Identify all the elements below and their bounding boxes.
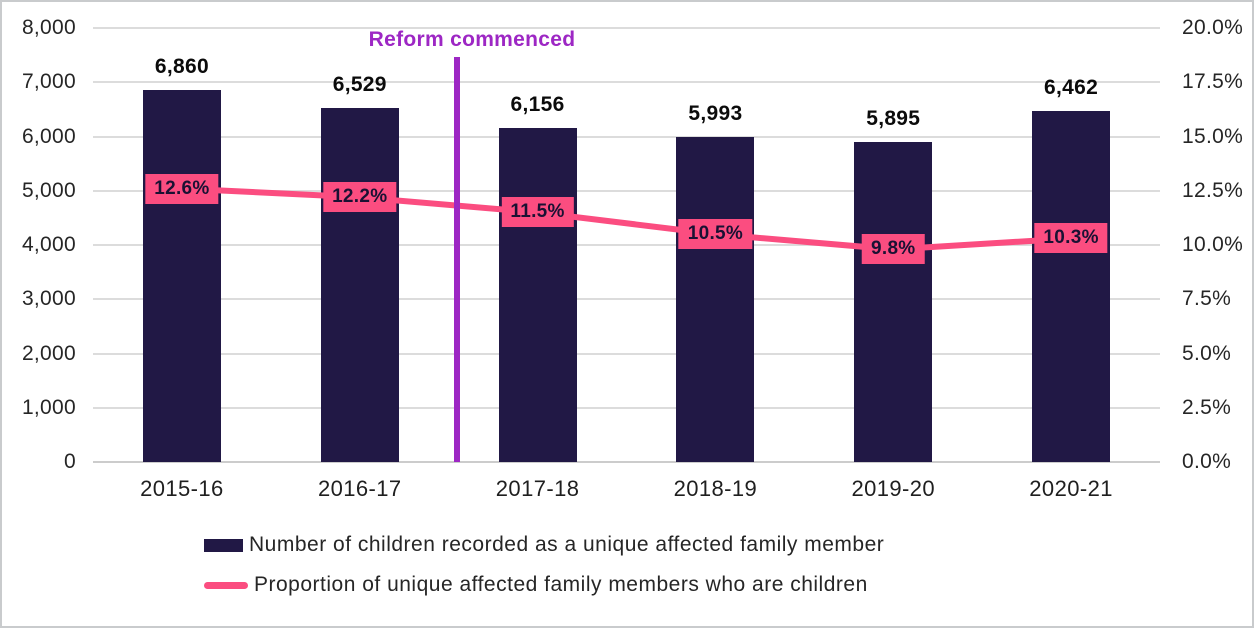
x-axis-label: 2017-18: [495, 476, 580, 501]
left-axis-tick-label: 8,000: [21, 16, 76, 39]
gridline: [93, 406, 1160, 409]
right-axis-tick-label: 12.5%: [1182, 178, 1244, 202]
gridline: [93, 298, 1160, 301]
x-axis-label: 2019-20: [851, 476, 936, 501]
right-axis-tick-label: 15.0%: [1182, 124, 1244, 148]
line-point-label: 12.2%: [323, 182, 397, 213]
legend-item-line: Proportion of unique affected family mem…: [204, 573, 884, 597]
bar: [676, 136, 755, 462]
line-point-label: 9.8%: [861, 234, 925, 265]
bar: [1032, 111, 1111, 462]
bar: [142, 89, 221, 462]
right-axis-tick-label: 7.5%: [1182, 287, 1232, 311]
bar-value-label: 6,529: [332, 72, 387, 96]
gridline: [93, 461, 1160, 463]
right-axis-tick-label: 10.0%: [1182, 233, 1244, 256]
gridline: [93, 81, 1160, 84]
bar-value-label: 5,895: [866, 107, 921, 131]
legend-label-line: Proportion of unique affected family mem…: [254, 573, 868, 596]
left-axis-tick-label: 0: [64, 450, 76, 473]
bar: [854, 142, 933, 462]
gridline: [93, 27, 1160, 29]
x-axis-label: 2020-21: [1029, 476, 1113, 501]
x-axis-label: 2016-17: [317, 476, 402, 501]
bar: [320, 107, 399, 462]
left-axis-tick-label: 6,000: [21, 124, 76, 148]
right-axis-tick-label: 2.5%: [1182, 395, 1232, 419]
x-axis-label: 2015-16: [140, 476, 224, 501]
legend-label-bars: Number of children recorded as a unique …: [249, 533, 885, 556]
bar-value-label: 6,156: [510, 93, 565, 117]
gridline: [93, 189, 1160, 192]
x-axis-label: 2018-19: [673, 476, 758, 501]
left-axis-tick-label: 4,000: [21, 233, 76, 256]
left-axis-tick-label: 1,000: [21, 395, 76, 419]
left-axis-tick-label: 3,000: [21, 287, 76, 311]
gridline: [93, 244, 1160, 246]
line-series-swatch-icon: [204, 581, 248, 589]
reform-annotation-line: [454, 57, 460, 462]
line-point-label: 10.5%: [678, 219, 753, 250]
bar-series-swatch-icon: [204, 538, 243, 552]
gridline: [93, 352, 1160, 355]
right-axis-tick-label: 17.5%: [1182, 70, 1244, 94]
line-point-label: 10.3%: [1034, 223, 1108, 254]
line-point-label: 11.5%: [501, 197, 574, 228]
legend: Number of children recorded as a unique …: [204, 533, 884, 597]
right-axis-tick-label: 20.0%: [1182, 16, 1244, 39]
bar-value-label: 5,993: [688, 101, 743, 125]
reform-annotation-label: Reform commenced: [368, 28, 576, 51]
right-axis-tick-label: 0.0%: [1182, 450, 1232, 473]
bar-value-label: 6,860: [154, 54, 209, 78]
left-axis-tick-label: 7,000: [21, 70, 76, 94]
left-axis-tick-label: 5,000: [21, 178, 76, 202]
bar-value-label: 6,462: [1044, 76, 1099, 100]
right-axis-tick-label: 5.0%: [1182, 341, 1232, 365]
gridline: [93, 135, 1160, 138]
left-axis-tick-label: 2,000: [21, 341, 76, 365]
line-point-label: 12.6%: [145, 173, 219, 204]
legend-item-bars: Number of children recorded as a unique …: [204, 533, 884, 557]
bar: [498, 128, 577, 462]
